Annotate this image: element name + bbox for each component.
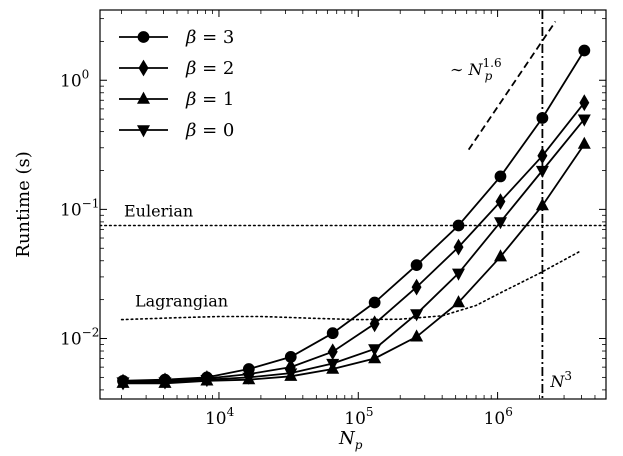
data-point-beta-2	[537, 147, 548, 165]
y-tick-label: 10−1	[60, 196, 99, 220]
data-point-beta-1	[410, 329, 424, 342]
data-point-beta-3	[326, 327, 339, 340]
legend-item-beta-2: β = 2	[119, 58, 234, 79]
data-point-beta-0	[200, 375, 214, 388]
legend-item-beta-0: β = 0	[119, 120, 234, 141]
legend-label-beta-3: β = 3	[185, 27, 234, 48]
lagrangian-line	[120, 249, 583, 321]
data-point-beta-0	[577, 114, 591, 127]
series-beta-0	[116, 114, 591, 390]
data-point-beta-0	[158, 377, 172, 390]
x-tick-label: 105	[344, 405, 373, 429]
legend-label-beta-2: β = 2	[185, 58, 234, 79]
x-tick-label: 106	[484, 405, 513, 429]
axes: 104 105 106 10−2 10−1 100 Np Runtime (s)	[13, 9, 607, 452]
data-point-beta-3	[368, 296, 381, 309]
series-line-beta-3	[122, 50, 586, 382]
scaling-label: ∼ N1.6 p	[450, 56, 502, 83]
y-tick-label: 10−2	[60, 326, 99, 350]
data-point-beta-1	[535, 198, 549, 211]
data-point-beta-3	[536, 112, 549, 124]
x-axis-label: Np	[338, 428, 363, 452]
data-point-beta-2	[327, 343, 338, 361]
y-axis-label: Runtime (s)	[13, 151, 34, 257]
data-point-beta-3	[410, 259, 423, 272]
data-point-beta-1	[368, 351, 382, 364]
lagrangian-label: Lagrangian	[135, 292, 228, 311]
scaling-line	[467, 21, 557, 151]
legend: β = 3 β = 2 β = 1 β = 0	[119, 27, 234, 141]
data-point-beta-1	[577, 136, 591, 149]
eulerian-label: Eulerian	[124, 202, 193, 221]
data-point-beta-1	[494, 249, 507, 262]
data-point-beta-0	[242, 372, 256, 385]
data-point-beta-2	[579, 94, 590, 112]
legend-marker	[137, 91, 150, 104]
data-point-beta-2	[411, 278, 422, 296]
series-line-beta-2	[122, 102, 586, 383]
data-point-beta-0	[452, 268, 465, 281]
data-point-beta-0	[368, 344, 382, 357]
legend-marker	[138, 59, 149, 77]
plot-frame	[99, 9, 607, 400]
data-point-beta-2	[369, 315, 380, 333]
x-tick-label: 104	[205, 405, 235, 429]
legend-item-beta-1: β = 1	[119, 89, 234, 110]
y-tick-label: 100	[60, 67, 89, 91]
legend-marker	[137, 125, 150, 138]
data-point-beta-0	[326, 358, 340, 371]
plot-content: Eulerian Lagrangian N3 ∼ N1.6 p	[100, 10, 606, 399]
data-point-beta-0	[410, 309, 424, 322]
series-line-beta-0	[123, 118, 585, 383]
series-line-beta-1	[123, 143, 586, 385]
data-point-beta-0	[494, 217, 507, 230]
series-beta-1	[116, 136, 591, 388]
legend-label-beta-0: β = 0	[185, 120, 234, 141]
legend-marker	[137, 31, 150, 43]
data-point-beta-3	[284, 351, 297, 363]
data-point-beta-3	[452, 219, 465, 232]
data-point-beta-1	[452, 295, 465, 308]
data-point-beta-0	[284, 368, 298, 381]
data-point-beta-2	[453, 238, 464, 256]
legend-label-beta-1: β = 1	[185, 89, 234, 110]
data-point-beta-3	[578, 44, 591, 57]
legend-item-beta-3: β = 3	[119, 27, 234, 48]
data-point-beta-2	[495, 193, 506, 210]
data-point-beta-0	[116, 377, 130, 390]
data-point-beta-3	[494, 170, 507, 183]
n3-label: N3	[549, 369, 572, 391]
data-point-beta-0	[535, 165, 549, 178]
